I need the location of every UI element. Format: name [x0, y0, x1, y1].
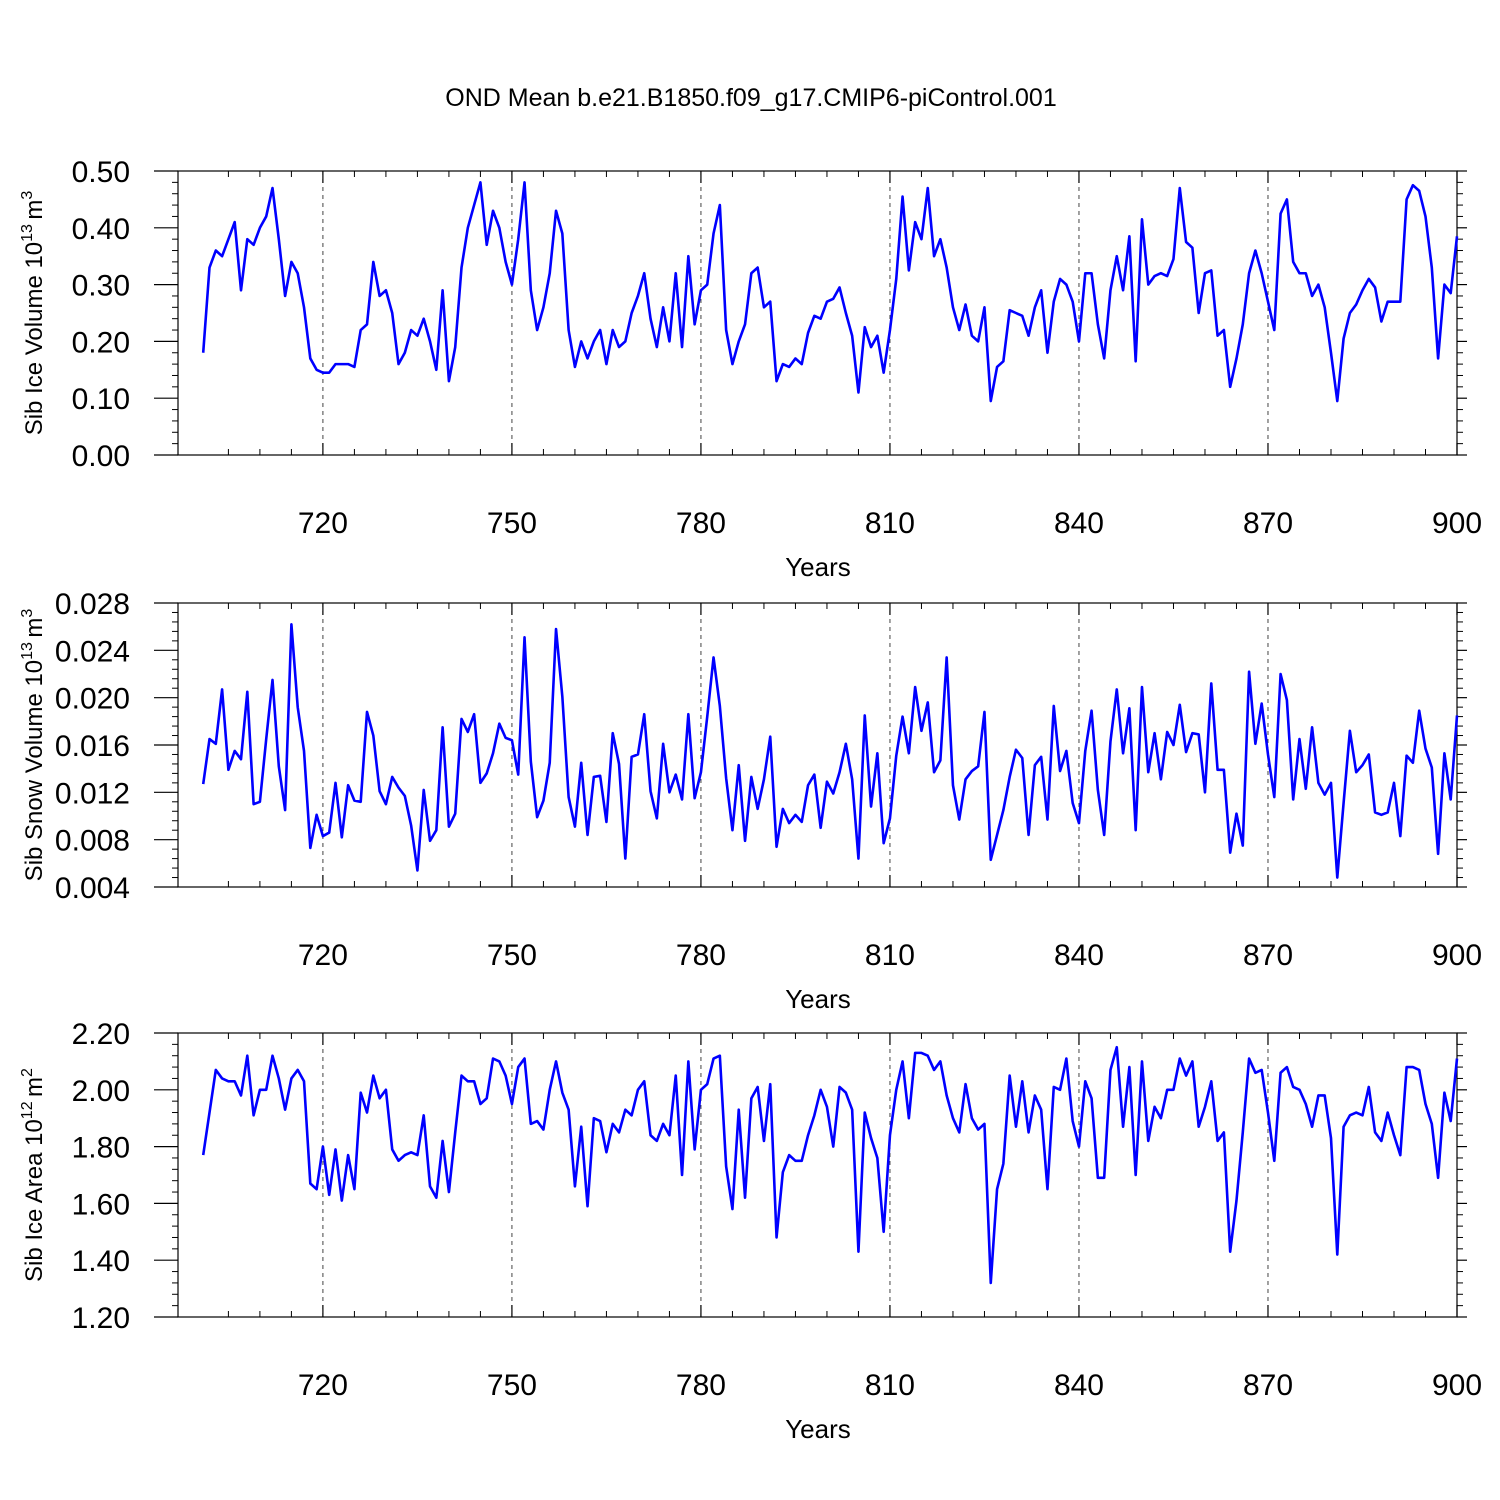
y-axis-label-unit-exponent: 3 [19, 191, 36, 200]
x-tick-label: 810 [865, 1369, 915, 1402]
y-tick-label: 0.008 [55, 825, 130, 858]
y-axis-label: Sib Snow Volume 1013 m3 [19, 609, 48, 882]
y-axis-label-text: Sib Ice Volume 10 [21, 242, 48, 435]
y-tick-label: 0.30 [72, 270, 130, 303]
x-tick-label: 840 [1054, 939, 1104, 972]
y-tick-label: 1.60 [72, 1188, 130, 1221]
x-tick-label: 810 [865, 507, 915, 540]
x-tick-label: 720 [298, 1369, 348, 1402]
x-minor-ticks [227, 603, 1426, 887]
x-axis: 720 750 780 810 840 870 900 Years [298, 603, 1482, 1014]
y-tick-label: 1.20 [72, 1302, 130, 1335]
x-tick-label: 780 [676, 939, 726, 972]
panel-3: 720 750 780 810 840 870 900Years1.201.401.601.… [19, 1018, 1482, 1444]
y-axis-label: Sib Ice Area 1012 m2 [19, 1068, 48, 1282]
x-tick-label: 750 [487, 507, 537, 540]
x-axis: 720 750 780 810 840 870 900 Years [298, 171, 1482, 582]
y-tick-label: 0.50 [72, 156, 130, 189]
y-axis-label: Sib Ice Volume 1013 m3 [19, 191, 48, 436]
y-axis-label-unit-exponent: 3 [19, 609, 36, 618]
y-axis-label-exponent: 12 [19, 1097, 36, 1119]
plot-frame [177, 1032, 1458, 1318]
panel-1: 720 750 780 810 840 870 900Years0.000.100.200.… [19, 156, 1482, 582]
x-tick-label: 780 [676, 1369, 726, 1402]
y-axis-label-unit: m [21, 618, 48, 638]
x-axis-label: Years [785, 984, 851, 1014]
y-axis: 1.20 1.40 1.60 1.80 2.00 2.20 [72, 1018, 1467, 1335]
y-axis-label-exponent: 13 [19, 638, 36, 660]
x-tick-label: 750 [487, 1369, 537, 1402]
series-line-1 [201, 181, 1459, 403]
x-minor-ticks [227, 171, 1426, 455]
y-tick-label: 0.012 [55, 777, 130, 810]
y-tick-label: 0.40 [72, 213, 130, 246]
y-axis-label-unit: m [21, 200, 48, 220]
x-tick-label: 840 [1054, 507, 1104, 540]
plot-frame [177, 170, 1458, 456]
y-axis-label-unit-exponent: 2 [19, 1068, 36, 1077]
y-axis-label-unit: m [21, 1077, 48, 1097]
y-axis: 0.00 0.10 0.20 0.30 0.40 0.50 [72, 156, 1467, 473]
x-axis-label: Years [785, 552, 851, 582]
y-tick-label: 0.028 [55, 588, 130, 621]
x-tick-label: 750 [487, 939, 537, 972]
x-tick-label: 870 [1243, 939, 1293, 972]
y-tick-label: 0.004 [55, 872, 130, 905]
x-tick-label: 720 [298, 507, 348, 540]
y-tick-label: 0.016 [55, 730, 130, 763]
y-tick-label: 1.80 [72, 1132, 130, 1165]
y-axis-label-text: Sib Ice Area 10 [21, 1119, 48, 1282]
x-tick-label: 900 [1432, 939, 1482, 972]
y-axis: 0.004 0.008 0.012 0.016 0.020 0.024 0.028 [55, 588, 1467, 905]
x-tick-label: 900 [1432, 507, 1482, 540]
x-tick-label: 780 [676, 507, 726, 540]
y-axis-label-exponent: 13 [19, 220, 36, 242]
x-tick-label: 900 [1432, 1369, 1482, 1402]
y-tick-label: 0.10 [72, 383, 130, 416]
y-tick-label: 0.024 [55, 635, 130, 668]
y-tick-label: 0.20 [72, 326, 130, 359]
y-tick-label: 0.020 [55, 683, 130, 716]
x-tick-label: 870 [1243, 1369, 1293, 1402]
x-tick-label: 720 [298, 939, 348, 972]
x-tick-label: 810 [865, 939, 915, 972]
y-axis-label-text: Sib Snow Volume 10 [21, 660, 48, 881]
y-tick-label: 0.00 [72, 440, 130, 473]
figure-title: OND Mean b.e21.B1850.f09_g17.CMIP6-piCon… [445, 84, 1056, 112]
y-tick-label: 2.20 [72, 1018, 130, 1051]
x-tick-label: 870 [1243, 507, 1293, 540]
series-line-1 [201, 622, 1459, 879]
x-tick-label: 840 [1054, 1369, 1104, 1402]
series-line-1 [201, 1045, 1459, 1285]
y-tick-label: 1.40 [72, 1245, 130, 1278]
panels: 720 750 780 810 840 870 900Years0.000.100.200.… [19, 156, 1482, 1444]
x-axis: 720 750 780 810 840 870 900 Years [298, 1033, 1482, 1444]
x-minor-ticks [227, 1033, 1426, 1317]
y-tick-label: 2.00 [72, 1075, 130, 1108]
x-axis-label: Years [785, 1414, 851, 1444]
panel-2: 720 750 780 810 840 870 900 Years 0.004 0.008 0.01… [19, 588, 1482, 1014]
